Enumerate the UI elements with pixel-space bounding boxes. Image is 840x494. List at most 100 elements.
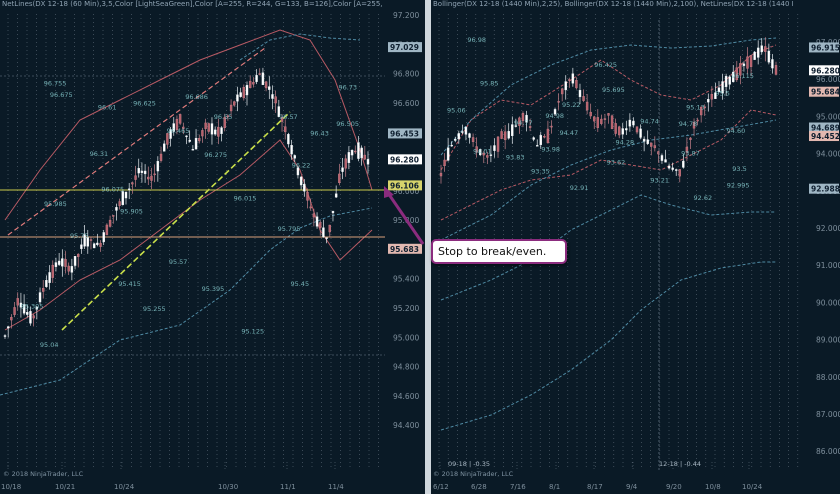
y-tick-label: 94.800 — [393, 363, 419, 372]
candle-body — [774, 65, 778, 75]
price-tag — [388, 128, 422, 139]
candle-body — [366, 159, 370, 165]
long-band — [0, 207, 373, 396]
price-level-label: 96.57 — [279, 113, 298, 121]
candle-body — [446, 147, 450, 161]
candle-body — [80, 244, 83, 249]
candle-body — [334, 193, 338, 198]
candle-body — [678, 169, 681, 177]
candle-body — [331, 210, 335, 214]
candle-body — [121, 191, 125, 206]
left-copyright: © 2018 NinjaTrader, LLC — [3, 470, 84, 478]
y-tick-label: 94.400 — [393, 421, 419, 430]
candle-body — [118, 201, 121, 206]
price-level-label: 95.305 — [21, 302, 44, 310]
candle-body — [635, 126, 639, 133]
candle-body — [61, 258, 64, 267]
candle-body — [593, 116, 596, 122]
price-level-label: 96.31 — [90, 150, 109, 158]
candle-body — [553, 109, 557, 115]
candle-body — [159, 153, 163, 161]
candle-body — [341, 167, 344, 172]
candle-body — [299, 176, 303, 186]
price-level-label: 95.395 — [202, 285, 225, 293]
lower-band-100 — [440, 194, 776, 301]
candle-body — [546, 128, 550, 144]
price-level-label: 96.275 — [204, 151, 227, 159]
candle-body — [607, 113, 610, 116]
right-chart-header: Bollinger(DX 12-18 (1440 Min),2,25), Bol… — [433, 0, 793, 8]
candle-body — [363, 154, 367, 160]
candle-body — [699, 106, 703, 116]
candle-body — [578, 90, 582, 98]
price-tag — [388, 243, 422, 254]
x-tick-label: 7/16 — [510, 483, 526, 491]
price-level-label: 96.22 — [292, 161, 311, 169]
candle-body — [29, 311, 32, 324]
panel-splitter[interactable] — [425, 0, 431, 494]
y-tick-label: 96.000 — [816, 75, 840, 84]
candle-body — [518, 117, 521, 126]
price-tag — [809, 42, 839, 53]
price-tag — [388, 154, 422, 165]
candle-body — [70, 266, 74, 273]
price-level-label: 95.5 — [715, 90, 729, 98]
left-chart-canvas[interactable]: 97.20097.00096.80096.60096.40096.20096.0… — [0, 0, 425, 494]
price-level-label: 96.686 — [185, 93, 208, 101]
price-level-label: 95.795 — [278, 225, 301, 233]
candle-body — [764, 46, 767, 52]
candle-body — [486, 155, 489, 158]
price-level-label: 93.5 — [732, 165, 746, 173]
y-tick-label: 90.000 — [816, 298, 840, 307]
candle-body — [185, 135, 188, 138]
candle-body — [771, 59, 774, 69]
candle-body — [543, 136, 546, 138]
price-tag — [388, 42, 422, 53]
candle-body — [115, 207, 118, 211]
price-level-label: 93.35 — [531, 167, 550, 175]
left-chart-panel[interactable]: 97.20097.00096.80096.60096.40096.20096.0… — [0, 0, 425, 494]
price-level-label: 95.75 — [70, 232, 89, 240]
price-level-label: 94.77 — [514, 119, 533, 127]
candle-body — [749, 55, 753, 67]
y-tick-label: 95.000 — [393, 333, 419, 342]
price-tag — [809, 122, 839, 133]
y-tick-label: 92.000 — [816, 224, 840, 233]
candle-body — [198, 138, 201, 142]
candle-body — [73, 255, 77, 266]
candle-body — [293, 155, 296, 159]
candle-body — [22, 304, 26, 314]
candle-body — [6, 326, 10, 329]
y-tick-label: 96.800 — [393, 70, 419, 79]
x-tick-label: 11/1 — [280, 483, 296, 491]
x-tick-label: 10/21 — [55, 483, 75, 491]
candle-body — [92, 243, 96, 249]
candle-body — [596, 117, 600, 128]
price-level-label: 96.55 — [214, 113, 233, 121]
price-tag-label: 96.915 — [811, 43, 840, 52]
candle-body — [64, 259, 67, 267]
price-level-label: 96.625 — [133, 100, 156, 108]
candle-body — [682, 160, 685, 168]
candle-body — [226, 115, 230, 117]
y-tick-label: 88.000 — [816, 373, 840, 382]
candle-body — [102, 232, 105, 243]
upper-band-25 — [440, 44, 777, 171]
candle-body — [760, 45, 763, 53]
candle-body — [735, 67, 738, 81]
candle-body — [625, 128, 628, 131]
price-level-label: 96.115 — [731, 72, 754, 80]
candle-body — [290, 145, 293, 155]
x-tick-label: 10/24 — [742, 483, 763, 491]
y-tick-label: 94.600 — [393, 392, 419, 401]
candle-body — [194, 138, 198, 150]
candle-body — [169, 129, 172, 139]
price-tag-label: 94.452 — [811, 132, 840, 141]
price-tag — [809, 131, 839, 142]
price-level-label: 94.98 — [545, 112, 564, 120]
right-chart-canvas[interactable]: 97.00096.00095.00094.00093.00092.00091.0… — [431, 0, 840, 494]
price-level-label: 92.995 — [727, 182, 750, 190]
candle-body — [315, 216, 319, 227]
price-level-label: 96.98 — [467, 36, 486, 44]
candle-body — [696, 119, 699, 122]
